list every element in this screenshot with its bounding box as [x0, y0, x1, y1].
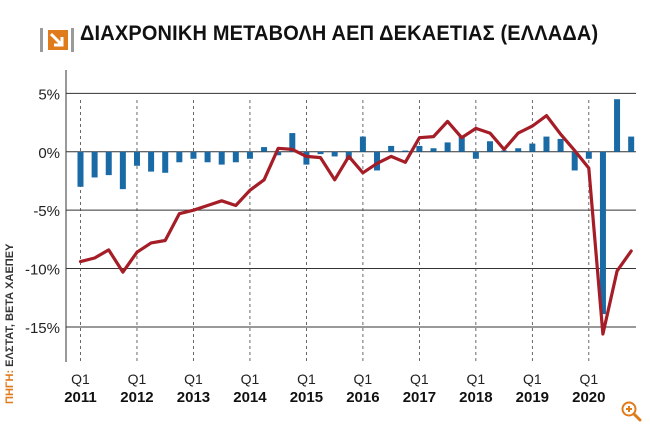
bar — [571, 151, 578, 171]
bar — [458, 135, 465, 152]
y-tick-label: -10% — [25, 262, 60, 279]
y-axis-labels: 5% 0% -5% -10% -15% — [25, 86, 60, 337]
x-tick-quarter: Q1 — [241, 371, 260, 387]
x-tick-year: 2014 — [233, 389, 267, 406]
x-tick-year: 2020 — [572, 389, 605, 406]
bar — [599, 151, 606, 315]
y-tick-label: 5% — [38, 86, 60, 103]
bar — [91, 151, 98, 178]
y-tick-label: -15% — [25, 320, 60, 337]
bar — [176, 151, 183, 163]
chart-title: ΔΙΑΧΡΟΝΙΚΗ ΜΕΤΑΒΟΛΗ ΑΕΠ ΔΕΚΑΕΤΙΑΣ (ΕΛΛΑΔ… — [80, 22, 599, 45]
bar — [77, 151, 84, 187]
x-tick-year: 2017 — [403, 389, 436, 406]
bar — [190, 151, 197, 159]
x-tick-year: 2019 — [516, 389, 549, 406]
bar — [402, 150, 409, 152]
source-label: ΠΗΓΗ: — [4, 369, 16, 404]
bar — [317, 151, 324, 155]
bar — [303, 151, 310, 165]
x-tick-year: 2011 — [64, 389, 97, 406]
bar — [246, 151, 253, 159]
x-tick-year: 2018 — [459, 389, 492, 406]
x-tick-quarter: Q1 — [184, 371, 203, 387]
bar — [374, 151, 381, 171]
bar — [585, 151, 592, 159]
bar — [486, 141, 493, 152]
bar — [557, 138, 564, 152]
bar — [515, 148, 522, 152]
x-tick-quarter: Q1 — [410, 371, 429, 387]
bar — [133, 151, 140, 166]
x-tick-quarter: Q1 — [579, 371, 598, 387]
bar — [430, 148, 437, 152]
source-note: ΠΗΓΗ: ΕΛΣΤΑΤ, ΒΕΤΑ ΧΑΕΠΕΥ — [4, 244, 16, 404]
bar — [416, 145, 423, 152]
bar — [501, 150, 508, 152]
bar — [628, 136, 635, 152]
zoom-icon[interactable] — [620, 400, 642, 422]
x-tick-year: 2016 — [346, 389, 379, 406]
bar — [529, 143, 536, 152]
arrow-logo-icon — [40, 28, 74, 52]
bar — [105, 151, 112, 176]
chart-header: ΔΙΑΧΡΟΝΙΚΗ ΜΕΤΑΒΟΛΗ ΑΕΠ ΔΕΚΑΕΤΙΑΣ (ΕΛΛΑΔ… — [0, 0, 650, 64]
x-tick-quarter: Q1 — [71, 371, 90, 387]
bar — [388, 145, 395, 152]
bar — [289, 133, 296, 152]
bar — [614, 99, 621, 152]
bar-series — [77, 99, 635, 315]
bar — [232, 151, 239, 163]
bar — [148, 151, 155, 172]
y-tick-label: -5% — [33, 203, 60, 220]
bar — [543, 136, 550, 152]
x-tick-quarter: Q1 — [467, 371, 486, 387]
source-text: ΕΛΣΤΑΤ, ΒΕΤΑ ΧΑΕΠΕΥ — [4, 243, 16, 370]
bar — [218, 151, 225, 165]
x-tick-quarter: Q1 — [523, 371, 542, 387]
bar — [359, 136, 366, 152]
line-series-path — [78, 113, 633, 336]
x-tick-year: 2015 — [290, 389, 323, 406]
bar — [204, 151, 211, 163]
x-tick-quarter: Q1 — [128, 371, 147, 387]
grid-lines — [65, 70, 636, 362]
bar — [331, 151, 338, 157]
bar — [444, 142, 451, 152]
bar — [275, 151, 282, 156]
x-tick-year: 2012 — [120, 389, 153, 406]
x-axis-labels: Q1 2011 Q1 2012 Q1 2013 Q1 2014 Q1 2015 Q1 2016 Q1 20… — [64, 371, 605, 406]
x-tick-year: 2013 — [177, 389, 210, 406]
line-series — [78, 113, 633, 336]
x-tick-quarter: Q1 — [297, 371, 316, 387]
bar — [472, 151, 479, 159]
y-tick-label: 0% — [38, 145, 60, 162]
bar — [119, 151, 126, 190]
bar — [261, 147, 268, 152]
bar — [162, 151, 169, 173]
x-tick-quarter: Q1 — [354, 371, 373, 387]
